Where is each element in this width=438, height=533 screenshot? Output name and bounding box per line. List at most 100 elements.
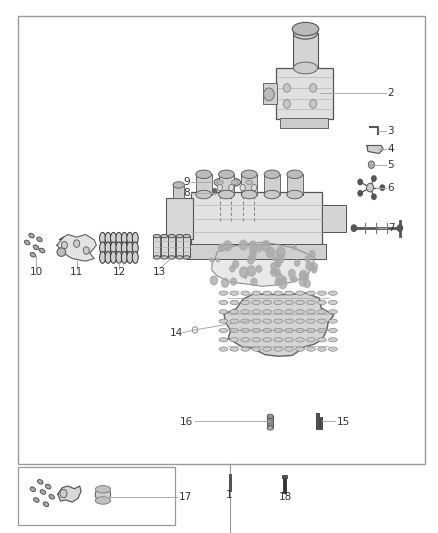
Circle shape: [217, 184, 223, 191]
Ellipse shape: [153, 235, 160, 238]
Circle shape: [293, 245, 297, 250]
Bar: [176, 236, 183, 257]
Circle shape: [247, 266, 255, 276]
Ellipse shape: [287, 170, 303, 179]
Ellipse shape: [307, 328, 315, 333]
Ellipse shape: [307, 319, 315, 323]
Ellipse shape: [263, 301, 272, 305]
Circle shape: [261, 241, 270, 252]
Ellipse shape: [264, 170, 280, 179]
Circle shape: [83, 247, 89, 254]
Circle shape: [397, 225, 403, 231]
Circle shape: [305, 256, 310, 262]
Bar: [276, 68, 333, 119]
Circle shape: [192, 327, 198, 333]
Ellipse shape: [263, 347, 272, 351]
Bar: [287, 174, 303, 195]
Ellipse shape: [328, 328, 337, 333]
Ellipse shape: [241, 301, 250, 305]
Ellipse shape: [95, 487, 110, 502]
Circle shape: [309, 251, 315, 257]
Circle shape: [210, 276, 218, 285]
Ellipse shape: [127, 252, 133, 263]
Circle shape: [223, 241, 232, 251]
Ellipse shape: [328, 338, 337, 342]
Ellipse shape: [296, 301, 304, 305]
Ellipse shape: [241, 291, 250, 295]
Ellipse shape: [241, 310, 250, 314]
Text: 3: 3: [388, 126, 394, 135]
Circle shape: [74, 240, 80, 247]
Ellipse shape: [30, 487, 35, 491]
Ellipse shape: [99, 242, 106, 254]
Ellipse shape: [292, 22, 319, 36]
Circle shape: [358, 191, 362, 196]
Circle shape: [244, 275, 247, 278]
Ellipse shape: [39, 248, 45, 253]
Ellipse shape: [219, 319, 228, 323]
Ellipse shape: [285, 301, 293, 305]
Circle shape: [222, 278, 229, 287]
Bar: [183, 236, 190, 257]
Text: 1: 1: [226, 490, 233, 500]
Ellipse shape: [230, 319, 239, 323]
Bar: [18, 16, 425, 464]
Circle shape: [293, 277, 297, 282]
Ellipse shape: [274, 347, 283, 351]
Polygon shape: [367, 146, 383, 154]
Text: 14: 14: [170, 328, 183, 337]
Circle shape: [367, 183, 374, 192]
Circle shape: [276, 261, 281, 266]
Ellipse shape: [116, 242, 122, 254]
Ellipse shape: [219, 338, 228, 342]
Circle shape: [240, 267, 248, 277]
Ellipse shape: [229, 179, 240, 186]
Ellipse shape: [318, 301, 326, 305]
Ellipse shape: [105, 242, 111, 254]
Ellipse shape: [161, 235, 168, 238]
Bar: [18, 467, 175, 525]
Ellipse shape: [274, 301, 283, 305]
Circle shape: [368, 161, 374, 168]
Circle shape: [210, 258, 213, 262]
Ellipse shape: [252, 291, 261, 295]
Ellipse shape: [161, 256, 168, 259]
Ellipse shape: [173, 182, 184, 188]
Ellipse shape: [29, 233, 34, 238]
Bar: [191, 192, 322, 245]
Ellipse shape: [99, 252, 106, 263]
Circle shape: [310, 84, 317, 92]
Ellipse shape: [46, 484, 51, 489]
Circle shape: [304, 274, 308, 280]
Ellipse shape: [43, 502, 49, 506]
Ellipse shape: [153, 256, 160, 259]
Ellipse shape: [95, 497, 110, 504]
Ellipse shape: [241, 190, 257, 199]
Ellipse shape: [264, 190, 280, 199]
Circle shape: [309, 264, 314, 270]
Polygon shape: [224, 293, 334, 356]
Ellipse shape: [252, 347, 261, 351]
Ellipse shape: [99, 232, 106, 244]
Ellipse shape: [296, 310, 304, 314]
Circle shape: [312, 267, 317, 273]
Circle shape: [351, 225, 357, 231]
Circle shape: [266, 248, 275, 258]
Ellipse shape: [33, 245, 39, 249]
Circle shape: [299, 277, 307, 286]
Ellipse shape: [214, 179, 226, 186]
Ellipse shape: [307, 291, 315, 295]
Ellipse shape: [176, 235, 183, 238]
Circle shape: [310, 100, 317, 108]
Bar: [322, 205, 346, 232]
Ellipse shape: [285, 347, 293, 351]
Ellipse shape: [110, 242, 117, 254]
Circle shape: [283, 100, 290, 108]
Circle shape: [289, 270, 295, 277]
Bar: [263, 83, 277, 104]
Ellipse shape: [296, 319, 304, 323]
Ellipse shape: [38, 480, 43, 484]
Ellipse shape: [241, 338, 250, 342]
Ellipse shape: [263, 328, 272, 333]
Bar: [183, 245, 190, 255]
